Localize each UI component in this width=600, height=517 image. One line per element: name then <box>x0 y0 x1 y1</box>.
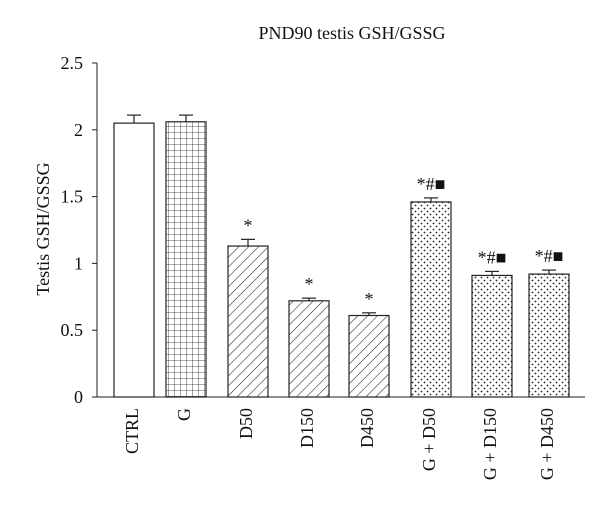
chart-title: PND90 testis GSH/GSSG <box>258 23 445 43</box>
x-tick-label: D150 <box>297 408 317 448</box>
bar-g <box>165 121 207 398</box>
bar-g-d50 <box>410 201 452 398</box>
bar-ctrl <box>113 122 155 398</box>
x-tick-label: G + D150 <box>480 408 500 480</box>
bar-d150 <box>288 300 330 398</box>
y-axis-label: Testis GSH/GSSG <box>33 162 53 295</box>
significance-marker: * <box>305 274 314 294</box>
significance-marker: *#■ <box>535 246 564 266</box>
significance-marker: *#■ <box>417 174 446 194</box>
y-tick-label: 0 <box>74 387 83 407</box>
x-axis-labels: CTRL G D50 D150 D450 G + D50 G + D150 G + D450 <box>122 408 557 480</box>
bar-d50 <box>227 245 269 398</box>
y-tick-label: 2 <box>74 120 83 140</box>
x-tick-label: D50 <box>236 408 256 439</box>
x-tick-label: G + D450 <box>537 408 557 480</box>
bars-layer: * * * *#■ *#■ *#■ <box>113 114 570 398</box>
significance-marker: * <box>365 289 374 309</box>
significance-marker: *#■ <box>478 247 507 267</box>
y-tick-label: 1.5 <box>61 187 84 207</box>
y-tick-label: 1 <box>74 253 83 273</box>
x-tick-label: CTRL <box>122 408 142 454</box>
bar-g-d450 <box>528 273 570 398</box>
x-tick-label: D450 <box>357 408 377 448</box>
y-axis-ticks: 0 0.5 1 1.5 2 2.5 <box>61 53 97 407</box>
significance-marker: * <box>244 215 253 235</box>
bar-g-d150 <box>471 274 513 398</box>
bar-d450 <box>348 314 390 398</box>
x-tick-label: G <box>174 408 194 421</box>
y-tick-label: 2.5 <box>61 53 84 73</box>
y-tick-label: 0.5 <box>61 320 84 340</box>
x-tick-label: G + D50 <box>419 408 439 471</box>
